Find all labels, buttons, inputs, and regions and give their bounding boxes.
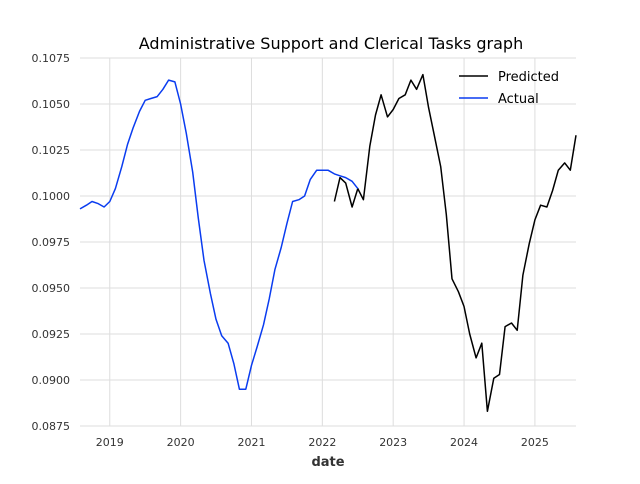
legend-label-predicted: Predicted — [498, 70, 559, 85]
y-tick-label: 0.1075 — [32, 52, 71, 65]
series-lines — [79, 73, 577, 413]
y-tick-label: 0.1050 — [32, 98, 71, 111]
grid — [80, 57, 576, 427]
y-tick-label: 0.1000 — [32, 190, 71, 203]
x-tick-label: 2023 — [379, 436, 407, 449]
y-tick-label: 0.0900 — [32, 374, 71, 387]
y-tick-label: 0.0975 — [32, 236, 71, 249]
x-axis-label: date — [311, 455, 344, 470]
x-tick-label: 2025 — [521, 436, 549, 449]
series-line-predicted — [333, 73, 577, 413]
chart-title: Administrative Support and Clerical Task… — [139, 34, 523, 53]
y-tick-label: 0.0950 — [32, 282, 71, 295]
x-tick-label: 2021 — [237, 436, 265, 449]
y-tick-label: 0.0925 — [32, 328, 71, 341]
legend: Predicted Actual — [459, 70, 559, 107]
series-line-actual — [79, 79, 359, 390]
x-tick-label: 2019 — [96, 436, 124, 449]
legend-label-actual: Actual — [498, 92, 539, 107]
y-tick-label: 0.0875 — [32, 420, 71, 433]
y-axis-ticks: 0.0875 0.0900 0.0925 0.0950 0.0975 0.1000 0.10… — [32, 52, 71, 433]
x-tick-label: 2022 — [308, 436, 336, 449]
y-tick-label: 0.1025 — [32, 144, 71, 157]
x-tick-label: 2020 — [167, 436, 195, 449]
x-axis-ticks: 2019 2020 2021 2022 2023 2024 2025 — [96, 436, 549, 449]
x-tick-label: 2024 — [450, 436, 478, 449]
